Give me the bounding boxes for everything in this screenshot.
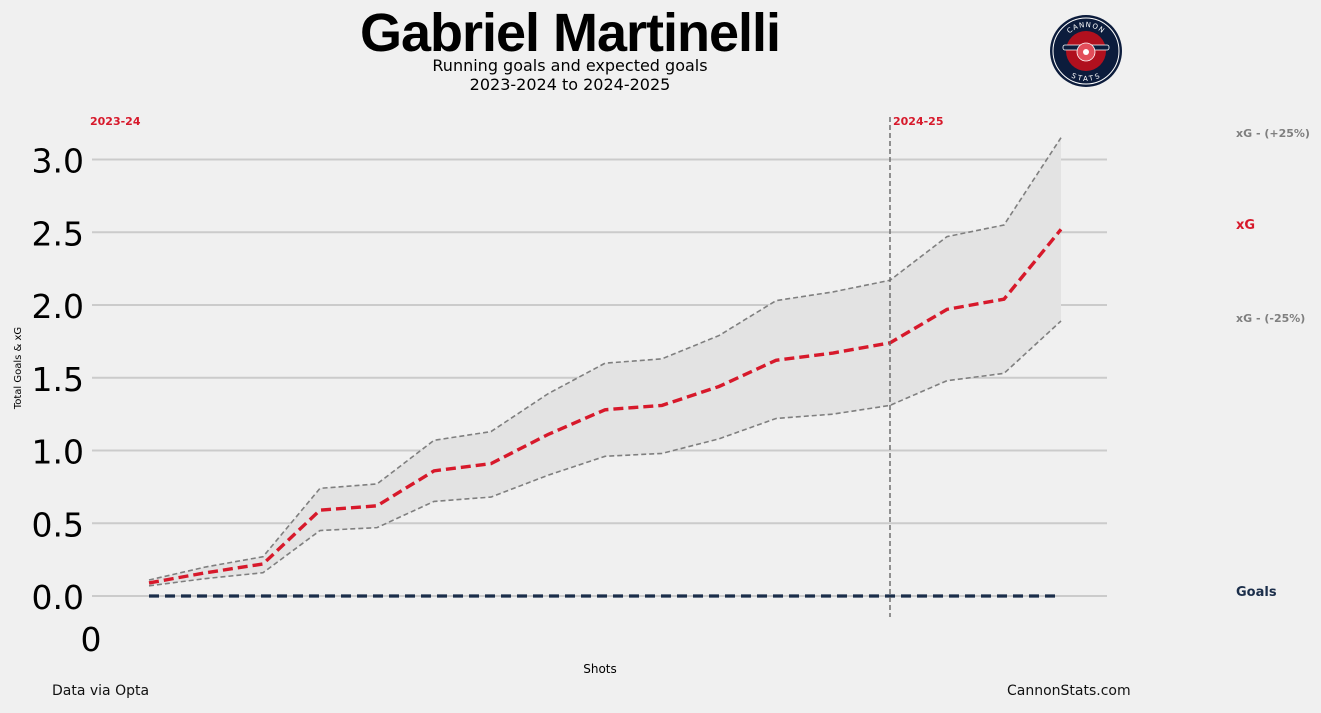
y-tick-label: 3.0: [32, 142, 84, 181]
cannon-icon: [1062, 42, 1110, 62]
series-line-xg-upper: [148, 137, 1062, 581]
series-label-goals: Goals: [1236, 585, 1277, 600]
chart-subtitle: Running goals and expected goals: [432, 56, 708, 75]
xg-band-fill: [149, 137, 1061, 586]
data-source-credit: Data via Opta: [52, 683, 150, 699]
season-label: 2024-25: [893, 115, 944, 128]
y-axis-label: Total Goals & xG: [13, 327, 24, 410]
series-line-xg-lower: [148, 320, 1062, 587]
y-tick-label: 0.0: [32, 578, 84, 617]
y-tick-label: 2.5: [32, 214, 84, 253]
y-tick-label: 1.5: [32, 360, 84, 399]
series-label-xg-lower: xG - (-25%): [1236, 312, 1305, 325]
chart-date-range: 2023-2024 to 2024-2025: [469, 75, 671, 94]
series-label-xg: xG: [1236, 218, 1255, 233]
y-tick-label: 0.5: [32, 505, 84, 544]
series-line-xg: [148, 228, 1063, 585]
y-tick-label: 1.0: [32, 433, 84, 472]
cannon-stats-logo: CANNON STATS: [1050, 15, 1122, 87]
site-credit: CannonStats.com: [1007, 683, 1131, 699]
svg-text:STATS: STATS: [1070, 72, 1102, 83]
x-tick-label: 0: [81, 620, 102, 659]
y-tick-label: 2.0: [32, 287, 84, 326]
x-axis-label: Shots: [583, 662, 617, 676]
season-label: 2023-24: [90, 115, 141, 128]
logo-bottom-text: STATS: [1070, 72, 1101, 83]
series-label-xg-upper: xG - (+25%): [1236, 127, 1310, 140]
chart-title: Gabriel Martinelli: [359, 3, 781, 63]
